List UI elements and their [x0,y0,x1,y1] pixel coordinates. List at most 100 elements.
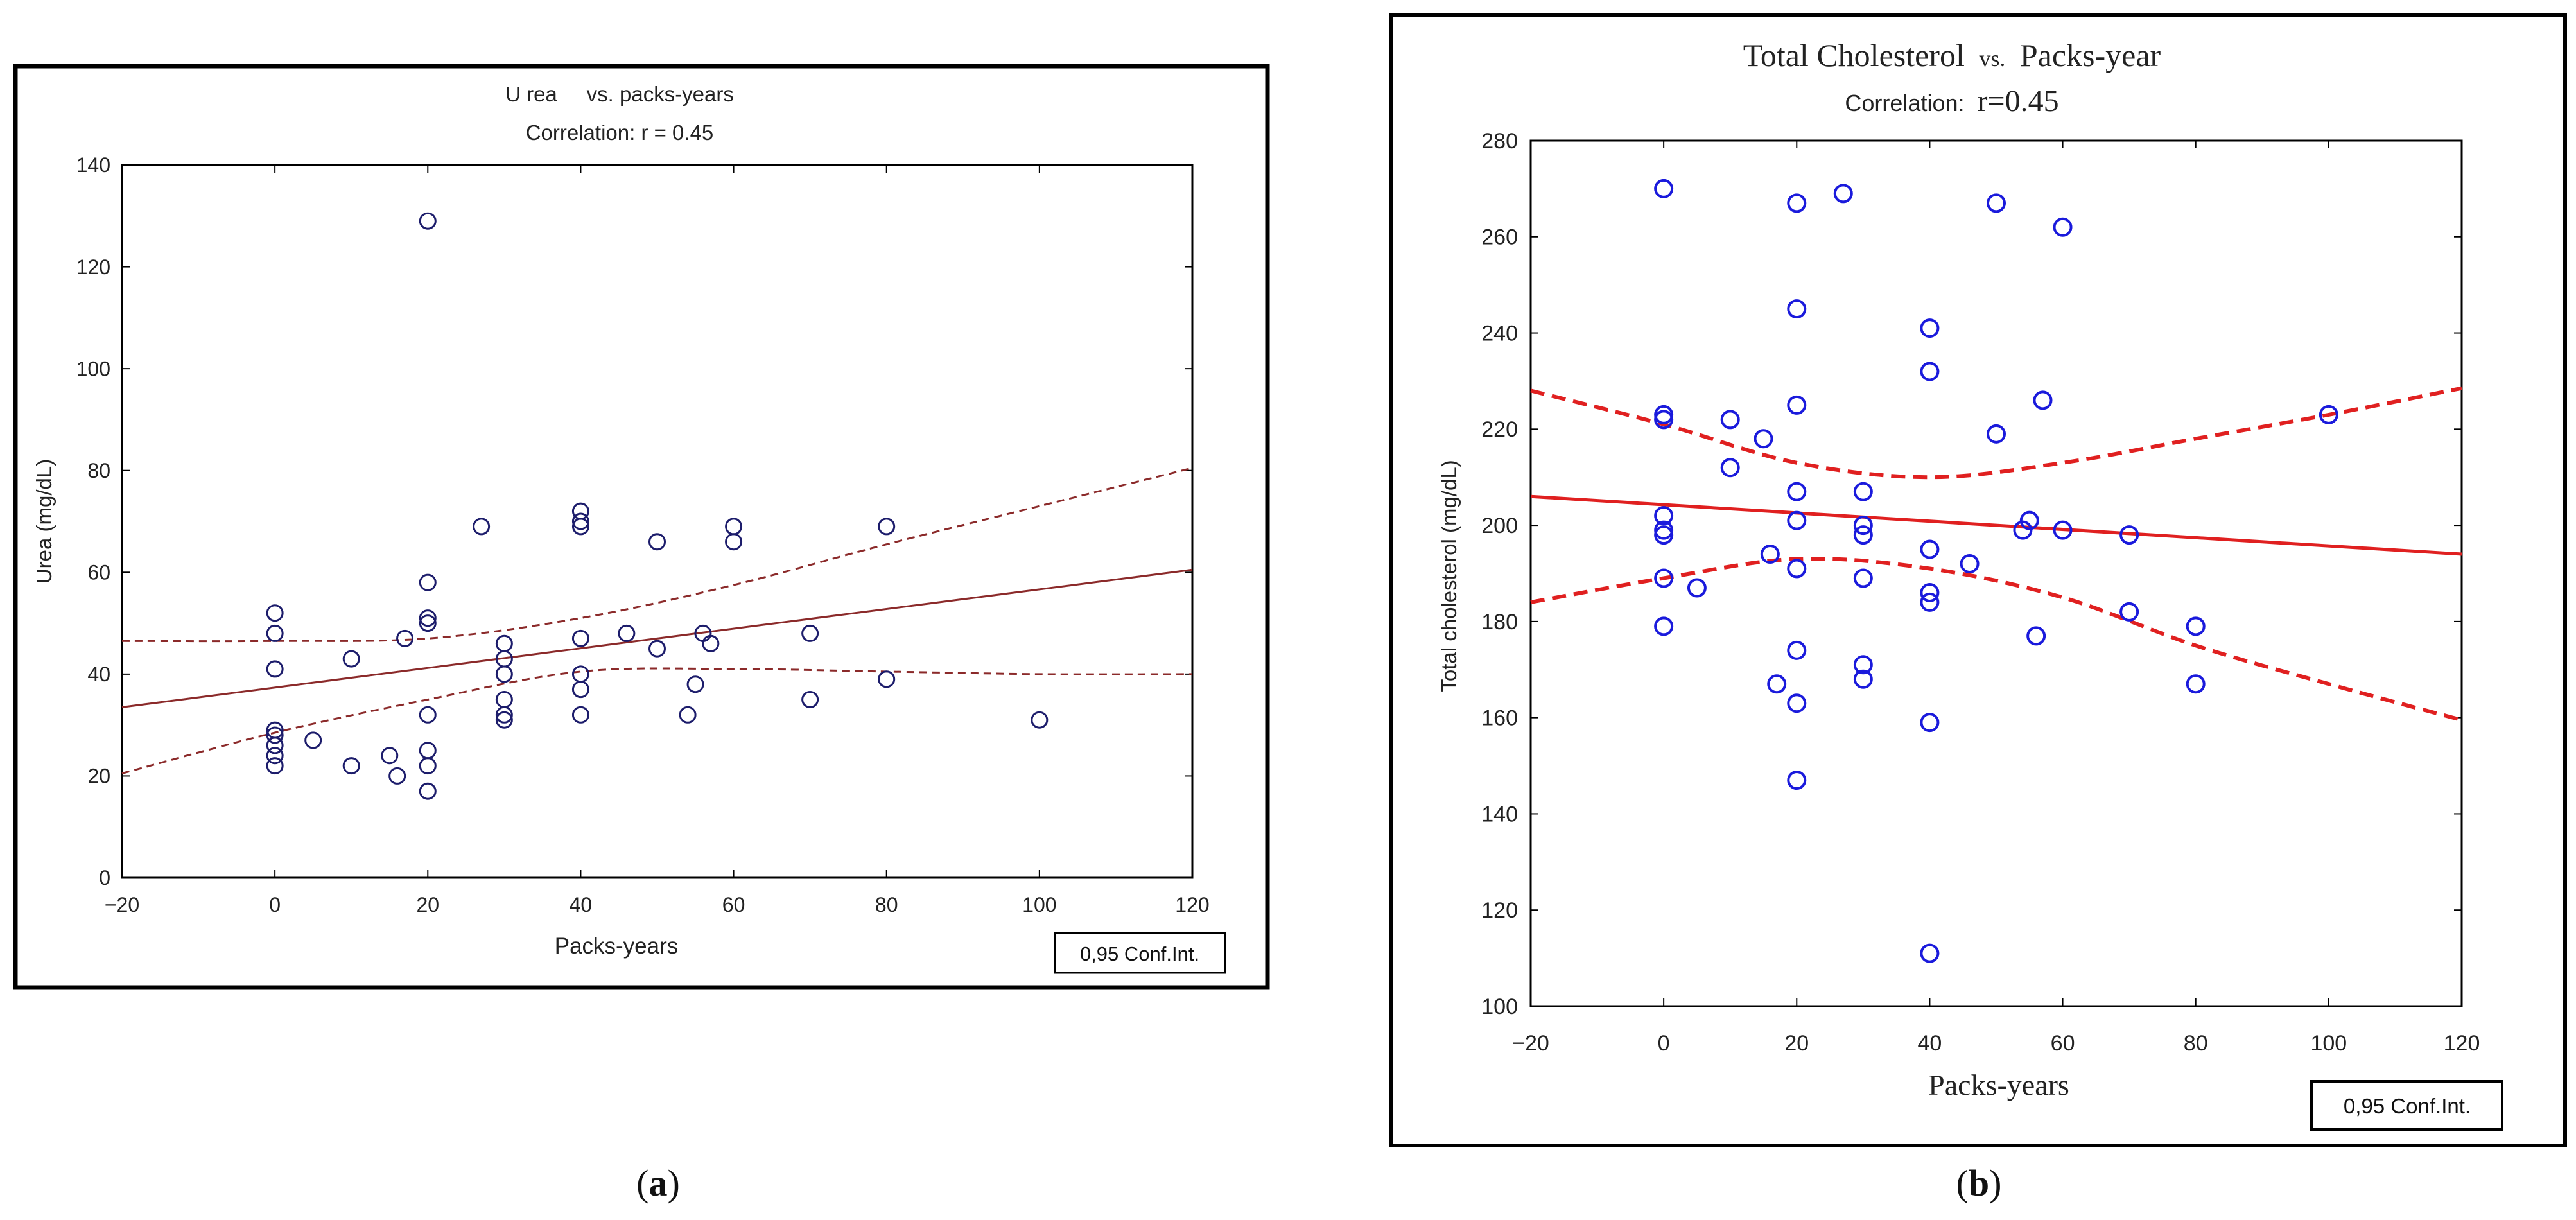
data-point [648,533,666,551]
ci-upper-curve [1530,386,2462,480]
data-point [1767,674,1787,694]
data-point [1960,554,1980,574]
data-point [1787,395,1807,415]
data-point [1920,713,1940,733]
caption-b-letter: b [1969,1162,1989,1204]
y-tick-label: 220 [1481,417,1518,442]
data-point [702,634,720,652]
data-point [1787,640,1807,660]
data-point [419,609,437,627]
data-point [266,604,284,622]
data-point [1787,193,1807,213]
data-point [878,670,896,688]
data-point [266,726,284,744]
data-point [381,747,399,765]
data-point [1853,525,1873,545]
data-point [1720,458,1740,478]
y-tick-label: 60 [87,561,110,584]
data-point [266,736,284,754]
data-point [495,706,513,724]
data-point [1787,510,1807,530]
caption-b-open: ( [1956,1162,1969,1204]
x-tick-label: 100 [2310,1031,2347,1056]
data-point [342,757,360,775]
data-point [1920,318,1940,338]
panel-b: Total Cholesterol vs. Packs-year Correla… [1389,13,2567,1147]
data-point [686,675,704,693]
data-point [419,573,437,591]
data-point [2026,626,2046,646]
ci-lower-curve [1530,557,2462,722]
panel-b-legend-label: 0,95 Conf.Int. [2344,1094,2471,1118]
panel-b-points [1654,179,2338,963]
data-point [571,629,589,647]
x-tick-label: −20 [1512,1031,1549,1056]
data-point [1654,179,1674,198]
x-tick-label: 40 [570,893,593,916]
panel-a-plot-area [121,164,1194,879]
panel-b-fit-line [1530,494,2462,556]
data-point [1760,545,1780,564]
data-point [266,660,284,678]
y-tick-label: 80 [87,459,110,482]
data-point [1853,482,1873,501]
data-point [648,640,666,658]
panel-a: U rea vs. packs-years Correlation: r = 0… [13,64,1270,990]
panel-b-y-label: Total cholesterol (mg/dL) [1437,460,1461,692]
regression-line [1530,494,2462,556]
data-point [1853,655,1873,675]
caption-b-close: ) [1989,1162,2001,1204]
data-point [1754,429,1773,449]
data-point [1920,592,1940,612]
data-point [725,533,743,551]
data-point [419,614,437,632]
data-point [618,624,636,642]
panel-a-points [266,212,1049,800]
x-tick-label: −20 [105,893,139,916]
y-tick-label: 40 [87,663,110,686]
data-point [473,518,491,536]
data-point [1787,482,1807,501]
data-point [1031,711,1049,729]
y-tick-label: 120 [76,256,110,279]
data-point [571,706,589,724]
y-tick-label: 180 [1481,610,1518,634]
data-point [1654,405,1674,424]
panel-a-fit-line [121,568,1193,708]
data-point [2053,217,2073,237]
x-tick-label: 20 [1784,1031,1809,1056]
data-point [1853,568,1873,588]
data-point [1654,506,1674,526]
panel-b-title-vs: vs. [1979,46,2005,71]
x-tick-label: 60 [2051,1031,2075,1056]
x-tick-label: 0 [1658,1031,1670,1056]
data-point [342,650,360,668]
x-tick-label: 100 [1022,893,1056,916]
data-point [1720,410,1740,430]
data-point [1920,539,1940,559]
data-point [1787,693,1807,713]
panel-a-ci-upper [121,467,1193,643]
caption-b: (b) [1956,1162,2002,1204]
data-point [1920,943,1940,963]
panel-b-legend: 0,95 Conf.Int. [2310,1080,2503,1131]
panel-a-legend-box [1054,932,1226,974]
panel-b-subtitle: Correlation: r=0.45 [1845,84,2058,118]
y-tick-label: 140 [1481,802,1518,826]
y-tick-label: 280 [1481,129,1518,153]
y-tick-label: 0 [99,866,110,889]
x-tick-label: 120 [1175,893,1209,916]
caption-a: (a) [636,1162,680,1204]
data-point [266,757,284,775]
data-point [2186,674,2206,694]
y-tick-label: 200 [1481,514,1518,538]
panel-b-x-label: Packs-years [1928,1068,2069,1101]
y-tick-label: 20 [87,765,110,788]
data-point [419,757,437,775]
y-tick-label: 120 [1481,898,1518,923]
data-point [571,512,589,530]
data-point [571,681,589,699]
panel-b-legend-box [2310,1080,2503,1131]
data-point [1654,410,1674,430]
data-point [1787,299,1807,319]
